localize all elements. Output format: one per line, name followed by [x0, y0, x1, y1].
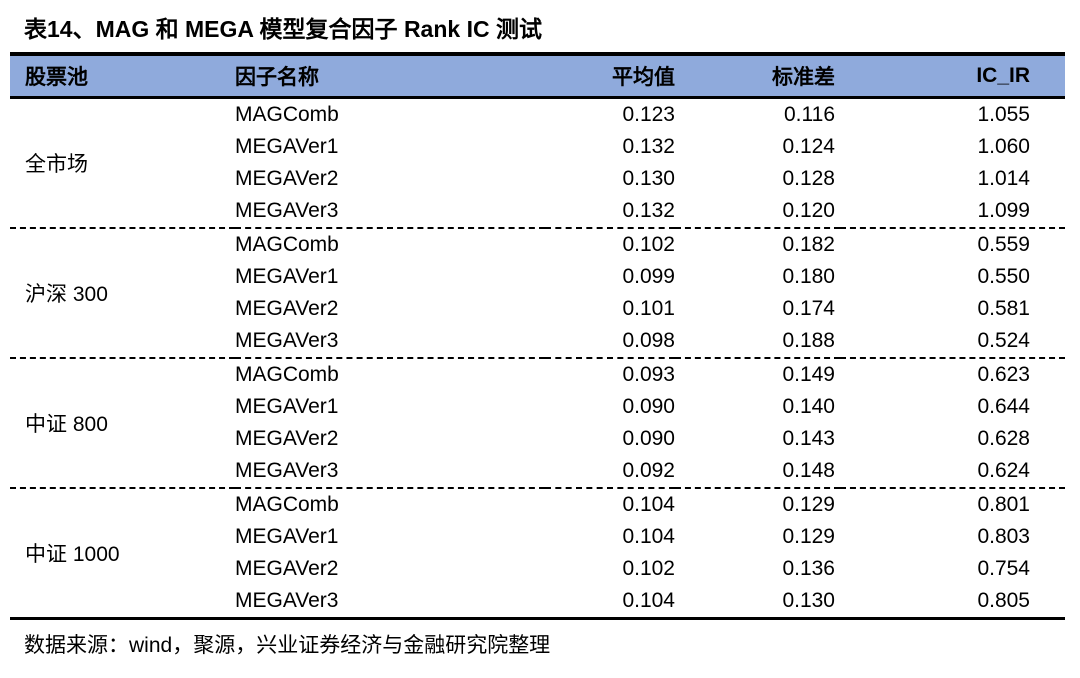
ic-ir-cell: 0.524	[977, 329, 1030, 352]
factor-cell: MEGAVer3	[235, 589, 339, 612]
header-row: 股票池 因子名称 平均值 标准差 IC_IR	[10, 54, 1065, 99]
table-row: 全市场 MAGComb 0.123 0.116 1.055	[10, 98, 1065, 176]
table-row: MEGAVer2 0.101 0.174 0.581	[10, 293, 1065, 325]
mean-cell: 0.098	[622, 329, 675, 352]
ic-ir-cell: 0.803	[977, 525, 1030, 548]
factor-cell: MAGComb	[235, 487, 545, 521]
mean-cell: 0.104	[545, 487, 675, 521]
ic-ir-cell: 0.805	[977, 589, 1030, 612]
factor-cell: MEGAVer1	[235, 395, 339, 418]
mean-cell: 0.104	[622, 525, 675, 548]
col-header-mean: 平均值	[545, 54, 675, 99]
stock-pool-cell: 中证 1000	[10, 487, 235, 619]
std-cell: 0.116	[784, 103, 835, 126]
factor-cell: MEGAVer2	[235, 167, 339, 190]
table-row: MEGAVer3 0.092 0.148 0.624	[10, 455, 1065, 488]
std-cell: 0.130	[782, 589, 835, 612]
std-cell: 0.136	[782, 557, 835, 580]
std-cell: 0.140	[782, 395, 835, 418]
table-row: MEGAVer3 0.104 0.130 0.805	[10, 585, 1065, 619]
factor-cell: MEGAVer2	[235, 297, 339, 320]
std-cell: 0.188	[782, 329, 835, 352]
ic-ir-cell: 0.550	[977, 265, 1030, 288]
ic-ir-cell: 0.628	[977, 427, 1030, 450]
col-header-ic-ir: IC_IR	[840, 54, 1065, 99]
ic-ir-cell: 1.099	[977, 199, 1030, 222]
factor-cell: MAGComb	[235, 227, 545, 261]
col-header-std: 标准差	[675, 54, 840, 99]
mean-cell: 0.090	[622, 395, 675, 418]
mean-cell: 0.132	[622, 135, 675, 158]
factor-cell: MEGAVer3	[235, 199, 339, 222]
table-row: 中证 1000 MAGComb 0.104 0.129 0.801	[10, 487, 1065, 619]
table-row: MEGAVer2 0.102 0.136 0.754	[10, 553, 1065, 585]
ic-ir-cell: 0.581	[977, 297, 1030, 320]
table-row: MEGAVer2 0.130 0.128 1.014	[10, 163, 1065, 195]
mean-cell: 0.092	[622, 459, 675, 482]
factor-cell: MAGComb	[235, 357, 545, 391]
mean-cell: 0.102	[545, 227, 675, 261]
ic-ir-cell: 0.559	[840, 227, 1065, 261]
factor-cell: MAGComb	[235, 103, 339, 126]
mean-cell: 0.090	[622, 427, 675, 450]
group-all-market: 全市场 MAGComb 0.123 0.116 1.055 MEGAVer1 0…	[10, 98, 1065, 229]
mean-cell: 0.101	[622, 297, 675, 320]
ic-ir-cell: 0.754	[977, 557, 1030, 580]
report-table-page: 表14、MAG 和 MEGA 模型复合因子 Rank IC 测试 股票池 因子名…	[0, 10, 1080, 678]
rank-ic-table: 股票池 因子名称 平均值 标准差 IC_IR 全市场 MAGComb 0.123…	[10, 52, 1065, 620]
std-cell: 0.182	[675, 227, 840, 261]
ic-ir-cell: 1.055	[977, 103, 1030, 126]
mean-cell: 0.104	[622, 589, 675, 612]
std-cell: 0.129	[782, 525, 835, 548]
factor-cell: MEGAVer1	[235, 135, 339, 158]
stock-pool-cell: 中证 800	[10, 357, 235, 488]
std-cell: 0.120	[782, 199, 835, 222]
col-header-stock-pool: 股票池	[10, 54, 235, 99]
std-cell: 0.149	[675, 357, 840, 391]
ic-ir-cell: 1.014	[977, 167, 1030, 190]
std-cell: 0.128	[782, 167, 835, 190]
group-hs300: 沪深 300 MAGComb 0.102 0.182 0.559 MEGAVer…	[10, 227, 1065, 358]
mean-cell: 0.099	[622, 265, 675, 288]
mean-cell: 0.102	[622, 557, 675, 580]
std-cell: 0.148	[782, 459, 835, 482]
std-cell: 0.174	[782, 297, 835, 320]
ic-ir-cell: 0.623	[840, 357, 1065, 391]
table-row: 中证 800 MAGComb 0.093 0.149 0.623	[10, 357, 1065, 488]
group-csi800: 中证 800 MAGComb 0.093 0.149 0.623 MEGAVer…	[10, 357, 1065, 488]
ic-ir-cell: 1.060	[977, 135, 1030, 158]
table-row: MEGAVer2 0.090 0.143 0.628	[10, 423, 1065, 455]
factor-cell: MEGAVer3	[235, 459, 339, 482]
mean-cell: 0.130	[622, 167, 675, 190]
table-row: MEGAVer1 0.090 0.140 0.644	[10, 391, 1065, 423]
factor-cell: MEGAVer1	[235, 265, 339, 288]
table-title: 表14、MAG 和 MEGA 模型复合因子 Rank IC 测试	[24, 16, 542, 42]
stock-pool-cell: 全市场	[25, 153, 88, 176]
std-cell: 0.180	[782, 265, 835, 288]
mean-cell: 0.093	[545, 357, 675, 391]
table-row: MEGAVer1 0.104 0.129 0.803	[10, 521, 1065, 553]
col-header-factor-name: 因子名称	[235, 54, 545, 99]
table-header: 股票池 因子名称 平均值 标准差 IC_IR	[10, 54, 1065, 99]
std-cell: 0.143	[782, 427, 835, 450]
mean-cell: 0.123	[622, 103, 675, 126]
mean-cell: 0.132	[622, 199, 675, 222]
ic-ir-cell: 0.801	[840, 487, 1065, 521]
table-row: MEGAVer3 0.132 0.120 1.099	[10, 195, 1065, 228]
group-csi1000: 中证 1000 MAGComb 0.104 0.129 0.801 MEGAVe…	[10, 487, 1065, 619]
ic-ir-cell: 0.624	[977, 459, 1030, 482]
stock-pool-cell: 沪深 300	[10, 227, 235, 358]
factor-cell: MEGAVer1	[235, 525, 339, 548]
ic-ir-cell: 0.644	[977, 395, 1030, 418]
table-row: MEGAVer1 0.132 0.124 1.060	[10, 131, 1065, 163]
factor-cell: MEGAVer2	[235, 427, 339, 450]
table-row: 沪深 300 MAGComb 0.102 0.182 0.559	[10, 227, 1065, 358]
factor-cell: MEGAVer3	[235, 329, 339, 352]
table-row: MEGAVer1 0.099 0.180 0.550	[10, 261, 1065, 293]
std-cell: 0.129	[675, 487, 840, 521]
data-source-note: 数据来源：wind，聚源，兴业证券经济与金融研究院整理	[24, 634, 551, 657]
factor-cell: MEGAVer2	[235, 557, 339, 580]
std-cell: 0.124	[782, 135, 835, 158]
table-row: MEGAVer3 0.098 0.188 0.524	[10, 325, 1065, 358]
